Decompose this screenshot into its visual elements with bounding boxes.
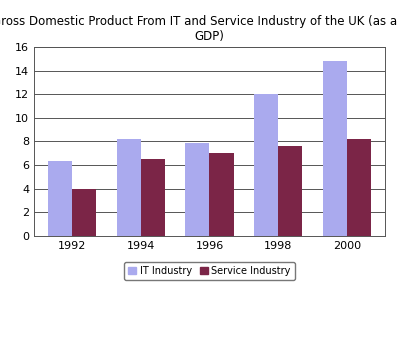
Bar <box>347 139 371 236</box>
Bar <box>254 94 278 236</box>
Bar <box>48 161 72 236</box>
Bar <box>141 159 165 236</box>
Bar <box>186 143 210 236</box>
Bar <box>210 153 234 236</box>
Bar <box>278 146 302 236</box>
Title: Gross Domestic Product From IT and Service Industry of the UK (as a % of
GDP): Gross Domestic Product From IT and Servi… <box>0 15 400 43</box>
Legend: IT Industry, Service Industry: IT Industry, Service Industry <box>124 262 295 280</box>
Bar <box>72 189 96 236</box>
Bar <box>323 61 347 236</box>
Bar <box>116 139 141 236</box>
